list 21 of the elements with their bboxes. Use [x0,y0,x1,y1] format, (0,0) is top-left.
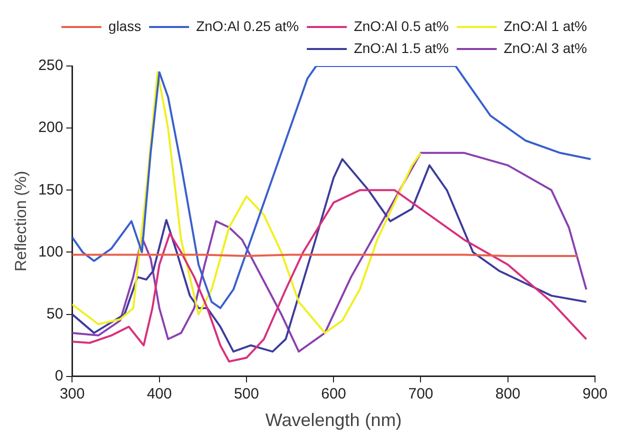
x-axis-title: Wavelength (nm) [265,410,402,430]
y-tick-label: 100 [38,243,64,260]
y-tick-label: 200 [38,119,64,136]
legend-label: ZnO:Al 1 at% [504,18,588,34]
x-tick-label: 500 [234,386,259,403]
legend-label: glass [108,18,142,34]
y-tick-label: 250 [38,57,64,74]
y-tick-label: 0 [54,368,64,385]
x-tick-label: 600 [321,386,346,403]
x-tick-label: 900 [582,386,608,403]
y-axis-title: Reflection (%) [13,170,30,272]
y-tick-label: 150 [38,181,64,198]
x-tick-label: 800 [495,386,520,403]
x-tick-label: 300 [60,386,85,403]
y-tick-label: 50 [46,305,64,322]
x-tick-label: 700 [408,386,434,403]
x-tick-label: 400 [146,386,172,403]
legend-label: ZnO:Al 1.5 at% [354,40,449,56]
legend-label: ZnO:Al 0.5 at% [354,18,449,34]
legend-label: ZnO:Al 0.25 at% [196,18,299,34]
legend-label: ZnO:Al 3 at% [504,40,588,56]
